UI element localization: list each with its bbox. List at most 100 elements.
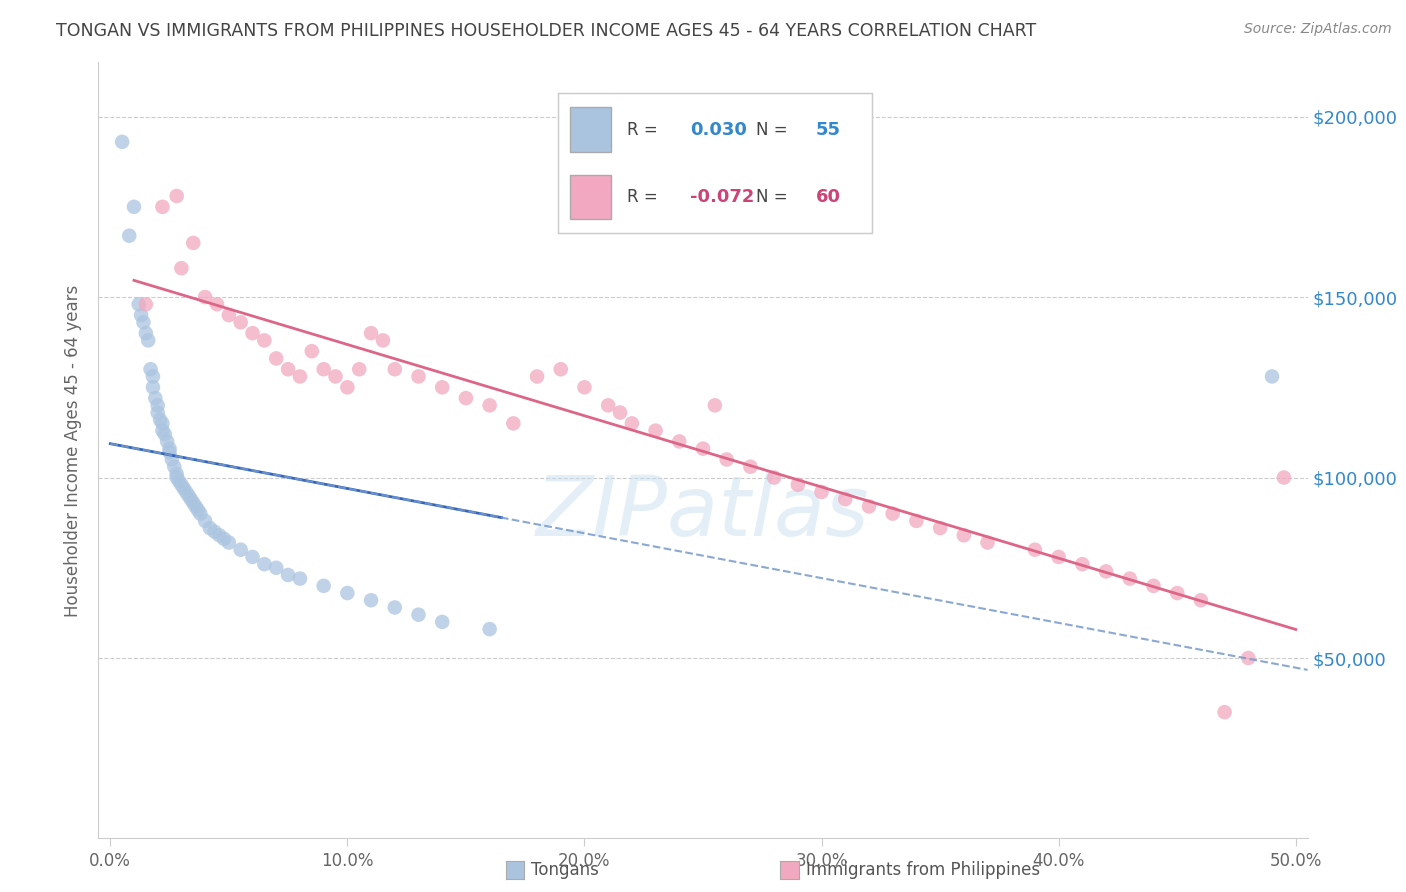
- Point: [139, 362, 162, 376]
- Point: [174, 485, 197, 500]
- Point: [1261, 369, 1284, 384]
- Point: [229, 315, 252, 329]
- Point: [312, 362, 335, 376]
- Point: [163, 459, 186, 474]
- Point: [502, 417, 524, 431]
- Point: [128, 297, 150, 311]
- Point: [1119, 572, 1142, 586]
- Point: [166, 189, 188, 203]
- Point: [218, 308, 240, 322]
- Point: [384, 600, 406, 615]
- Point: [371, 334, 394, 348]
- Point: [598, 398, 620, 412]
- Point: [184, 500, 207, 514]
- Point: [204, 524, 226, 539]
- Point: [194, 290, 217, 304]
- Text: Source: ZipAtlas.com: Source: ZipAtlas.com: [1244, 22, 1392, 37]
- Point: [703, 398, 725, 412]
- Text: Immigrants from Philippines: Immigrants from Philippines: [806, 861, 1040, 879]
- Point: [408, 369, 430, 384]
- Point: [166, 470, 188, 484]
- Point: [181, 235, 204, 250]
- Text: Tongans: Tongans: [531, 861, 599, 879]
- Point: [668, 434, 690, 449]
- Point: [1166, 586, 1188, 600]
- Point: [129, 308, 152, 322]
- Point: [1272, 470, 1295, 484]
- Point: [336, 586, 359, 600]
- Point: [190, 507, 212, 521]
- Point: [159, 442, 181, 456]
- Point: [432, 615, 454, 629]
- Point: [135, 326, 157, 340]
- Point: [929, 521, 952, 535]
- Point: [1237, 651, 1260, 665]
- Text: ZIPatlas: ZIPatlas: [536, 472, 870, 553]
- Point: [170, 477, 193, 491]
- Point: [1071, 557, 1094, 571]
- Point: [740, 459, 762, 474]
- Point: [173, 481, 195, 495]
- Point: [229, 542, 252, 557]
- Point: [122, 200, 145, 214]
- Point: [242, 549, 264, 564]
- Point: [205, 297, 228, 311]
- Point: [264, 351, 287, 366]
- Text: TONGAN VS IMMIGRANTS FROM PHILIPPINES HOUSEHOLDER INCOME AGES 45 - 64 YEARS CORR: TONGAN VS IMMIGRANTS FROM PHILIPPINES HO…: [56, 22, 1036, 40]
- Point: [167, 474, 190, 488]
- Point: [1189, 593, 1212, 607]
- Point: [135, 297, 157, 311]
- Point: [166, 467, 188, 481]
- Point: [264, 561, 287, 575]
- Point: [143, 391, 166, 405]
- Point: [692, 442, 714, 456]
- Point: [181, 496, 204, 510]
- Point: [952, 528, 974, 542]
- Point: [905, 514, 928, 528]
- Y-axis label: Householder Income Ages 45 - 64 years: Householder Income Ages 45 - 64 years: [65, 285, 83, 616]
- Point: [786, 477, 808, 491]
- Point: [288, 369, 311, 384]
- Point: [432, 380, 454, 394]
- Point: [194, 514, 217, 528]
- Point: [198, 521, 221, 535]
- Point: [218, 535, 240, 549]
- Point: [408, 607, 430, 622]
- Point: [644, 424, 666, 438]
- Point: [242, 326, 264, 340]
- Point: [810, 485, 832, 500]
- Point: [858, 500, 880, 514]
- Point: [1047, 549, 1070, 564]
- Point: [152, 417, 174, 431]
- Point: [160, 452, 183, 467]
- Point: [170, 261, 193, 276]
- Point: [136, 334, 159, 348]
- Point: [118, 228, 141, 243]
- Point: [526, 369, 548, 384]
- Point: [159, 445, 181, 459]
- Point: [153, 427, 176, 442]
- Point: [132, 315, 155, 329]
- Point: [277, 362, 299, 376]
- Point: [384, 362, 406, 376]
- Point: [574, 380, 596, 394]
- Point: [111, 135, 134, 149]
- Point: [288, 572, 311, 586]
- Point: [212, 532, 235, 546]
- Point: [208, 528, 231, 542]
- Point: [156, 434, 179, 449]
- Point: [1024, 542, 1046, 557]
- Point: [325, 369, 347, 384]
- Point: [360, 593, 382, 607]
- Point: [1142, 579, 1164, 593]
- Point: [187, 503, 209, 517]
- Point: [550, 362, 572, 376]
- Point: [180, 492, 202, 507]
- Point: [142, 369, 165, 384]
- Point: [976, 535, 998, 549]
- Point: [177, 489, 200, 503]
- Point: [609, 406, 631, 420]
- Point: [142, 380, 165, 394]
- Point: [301, 344, 323, 359]
- Point: [146, 398, 169, 412]
